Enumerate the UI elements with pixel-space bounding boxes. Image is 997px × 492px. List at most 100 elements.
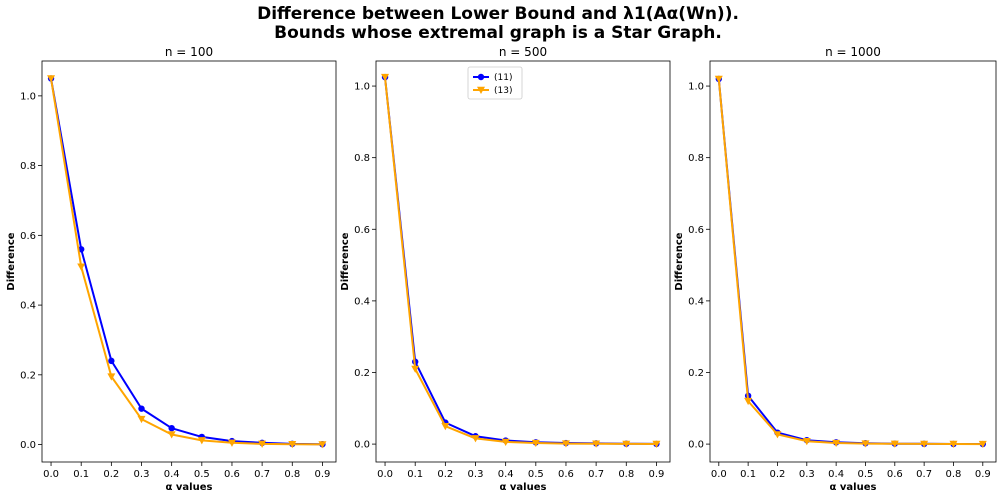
data-point-s13: [227, 439, 236, 447]
data-point-s13: [949, 440, 958, 448]
data-point-s13: [920, 440, 929, 448]
subplot-1: n = 100 0.0 0.1 0.2 0.3 0.4 0.5 0.6 0.7 0.8 0.9 0.0…: [6, 45, 337, 492]
y-tick-label: 0.8: [20, 161, 36, 172]
y-tick-label: 0.6: [20, 231, 36, 242]
x-tick-label: 0.2: [103, 469, 119, 480]
data-point-s13: [288, 441, 297, 449]
data-point-s13: [652, 440, 661, 448]
series-line-s13: [717, 78, 983, 446]
plot-frame: [709, 60, 997, 463]
y-tick-label: 0.6: [354, 225, 370, 236]
x-tick-label: 0.5: [194, 469, 210, 480]
data-point-s13: [773, 431, 782, 439]
x-tick-label: 0.6: [887, 469, 903, 480]
x-tick-label: 0.0: [377, 469, 393, 480]
data-point-s13: [501, 438, 510, 446]
x-tick-label: 0.1: [73, 469, 89, 480]
legend-label-s13: (13): [494, 86, 512, 96]
data-point-s13: [622, 440, 631, 448]
x-tick-label: 0.8: [946, 469, 962, 480]
subplot-title: n = 100: [165, 45, 213, 59]
data-point-s13: [832, 439, 841, 448]
x-tick-label: 0.1: [407, 469, 423, 480]
x-tick-label: 0.6: [224, 469, 240, 480]
data-point-s11: [108, 357, 115, 365]
y-tick-label: 0.2: [354, 368, 370, 379]
x-tick-label: 0.5: [528, 469, 544, 480]
data-point-s13: [381, 73, 390, 82]
plot-frame: [41, 60, 337, 463]
y-tick-label: 1.0: [20, 91, 36, 102]
x-tick-label: 0.7: [588, 469, 604, 480]
data-point-s13: [714, 75, 723, 83]
x-tick-label: 0.6: [558, 469, 574, 480]
subplot-title: n = 1000: [825, 45, 881, 59]
data-point-s13: [531, 439, 540, 448]
x-tick-label: 0.5: [858, 469, 874, 480]
x-tick-label: 0.3: [468, 469, 484, 480]
x-tick-label: 0.8: [284, 469, 300, 480]
subplot-title: n = 500: [499, 45, 547, 59]
x-tick-label: 0.7: [916, 469, 932, 480]
data-point-s13: [890, 440, 899, 448]
series-line-s13: [50, 78, 323, 446]
x-axis-label: α values: [500, 482, 547, 492]
x-tick-label: 0.7: [254, 469, 270, 480]
y-tick-label: 0.8: [688, 153, 704, 164]
x-tick-label: 0.0: [43, 469, 59, 480]
x-tick-label: 0.3: [799, 469, 815, 480]
data-point-s13: [744, 397, 753, 406]
data-point-s11: [168, 424, 175, 432]
data-point-s13: [258, 440, 267, 448]
x-axis-label: α values: [830, 482, 877, 492]
series-line-s13: [384, 76, 657, 445]
x-tick-label: 0.0: [711, 469, 727, 480]
y-axis-label: Difference: [340, 232, 351, 290]
legend-marker-s13: [477, 86, 485, 94]
x-tick-label: 0.9: [975, 469, 991, 480]
subplot-3: n = 1000 0.0 0.1 0.2 0.3 0.4 0.5 0.6 0.7 0.8 0.9 0.…: [674, 45, 997, 492]
data-point-s11: [138, 405, 145, 412]
data-point-s13: [561, 440, 570, 448]
data-point-s13: [978, 440, 987, 449]
y-tick-label: 0.4: [354, 296, 370, 307]
figure-title-line2: Bounds whose extremal graph is a Star Gr…: [274, 23, 722, 43]
plot-frame: [375, 60, 671, 463]
x-tick-label: 0.1: [740, 469, 756, 480]
x-tick-label: 0.3: [134, 469, 150, 480]
data-point-s13: [318, 441, 327, 449]
subplot-2: n = 500 0.0 0.1 0.2 0.3 0.4 0.5 0.6 0.7 0.8 0.9 0.0…: [340, 45, 671, 492]
legend-marker-s11: [477, 73, 485, 81]
data-point-s13: [197, 437, 206, 445]
y-tick-label: 0.0: [20, 440, 36, 451]
data-point-s13: [107, 373, 116, 381]
y-tick-label: 0.4: [688, 296, 704, 307]
data-point-s13: [77, 263, 86, 271]
data-point-s13: [137, 415, 146, 424]
x-tick-label: 0.9: [314, 469, 330, 480]
data-point-s13: [47, 75, 56, 83]
legend: (11) (13): [467, 66, 523, 100]
data-point-s13: [471, 435, 480, 443]
y-tick-label: 0.4: [20, 301, 36, 312]
data-point-s13: [861, 440, 870, 448]
y-tick-label: 0.2: [20, 370, 36, 381]
x-tick-label: 0.2: [437, 469, 453, 480]
y-axis-label: Difference: [6, 232, 17, 290]
series-line-s11: [50, 78, 323, 446]
x-tick-label: 0.4: [828, 469, 844, 480]
y-tick-label: 1.0: [354, 82, 370, 93]
legend-label-s11: (11): [494, 73, 512, 83]
y-tick-label: 0.0: [688, 440, 704, 451]
figure-title-line1: Difference between Lower Bound and λ1(Aα…: [257, 4, 739, 24]
x-tick-label: 0.8: [618, 469, 634, 480]
data-point-s13: [802, 438, 811, 446]
y-axis-label: Difference: [674, 232, 685, 290]
y-tick-label: 0.2: [688, 368, 704, 379]
data-point-s13: [441, 422, 450, 431]
x-tick-label: 0.4: [498, 469, 514, 480]
x-tick-label: 0.9: [648, 469, 664, 480]
y-tick-label: 1.0: [688, 82, 704, 93]
series-line-s11: [717, 78, 983, 445]
